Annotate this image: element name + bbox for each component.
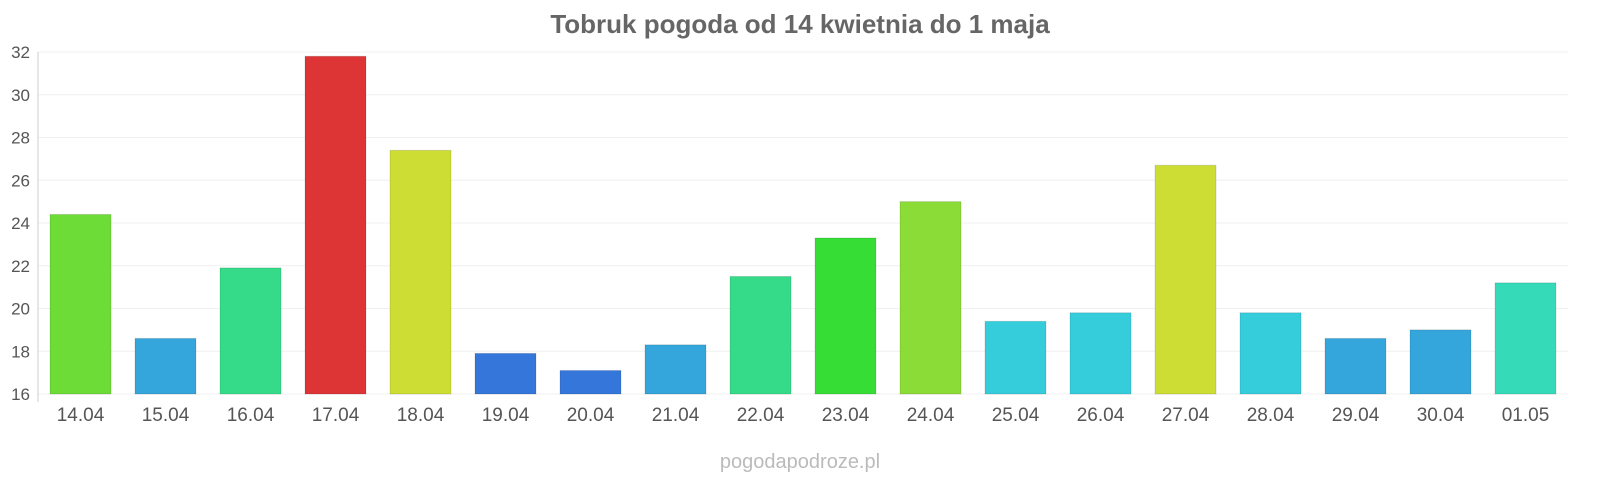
x-tick-label: 18.04 — [397, 405, 445, 426]
bar-16.04 — [219, 267, 282, 395]
bar-30.04 — [1409, 329, 1472, 395]
x-tick-label: 28.04 — [1247, 405, 1295, 426]
bar-25.04 — [984, 320, 1047, 395]
x-tick-label: 19.04 — [482, 405, 530, 426]
bars — [49, 55, 1557, 395]
bar-20.04 — [559, 369, 622, 395]
y-axis: 16 18 20 22 24 26 28 30 32 — [11, 43, 39, 404]
x-tick-label: 15.04 — [142, 405, 190, 426]
x-tick-label: 21.04 — [652, 405, 700, 426]
x-tick-label: 20.04 — [567, 405, 615, 426]
x-tick-label: 30.04 — [1417, 405, 1465, 426]
bar-15.04 — [134, 337, 197, 395]
bar-26.04 — [1069, 312, 1132, 395]
bar-21.04 — [644, 344, 707, 395]
x-tick-label: 29.04 — [1332, 405, 1380, 426]
y-tick-label: 20 — [11, 300, 30, 319]
y-tick-label: 18 — [11, 342, 30, 361]
grid-lines — [38, 51, 1568, 395]
y-tick-label: 24 — [11, 214, 30, 233]
x-tick-label: 16.04 — [227, 405, 275, 426]
bar-18.04 — [389, 149, 452, 395]
x-tick-label: 26.04 — [1077, 405, 1125, 426]
x-tick-label: 27.04 — [1162, 405, 1210, 426]
x-tick-label: 25.04 — [992, 405, 1040, 426]
bar-22.04 — [729, 275, 792, 395]
y-tick-label: 16 — [11, 385, 30, 404]
x-axis: 14.04 15.04 16.04 17.04 18.04 19.04 20.04 21.04… — [57, 405, 1550, 426]
bar-17.04 — [304, 55, 367, 395]
chart-title: Tobruk pogoda od 14 kwietnia do 1 maja — [550, 9, 1050, 39]
y-tick-label: 32 — [11, 43, 30, 62]
x-tick-label: 22.04 — [737, 405, 785, 426]
x-tick-label: 23.04 — [822, 405, 870, 426]
x-tick-label: 24.04 — [907, 405, 955, 426]
y-tick-label: 28 — [11, 129, 30, 148]
y-tick-label: 22 — [11, 257, 30, 276]
bar-01.05 — [1494, 282, 1557, 395]
x-tick-label: 01.05 — [1502, 405, 1550, 426]
site-credit: pogodapodroze.pl — [720, 451, 880, 473]
bar-29.04 — [1324, 337, 1387, 395]
x-tick-label: 17.04 — [312, 405, 360, 426]
bar-23.04 — [814, 237, 877, 395]
bar-28.04 — [1239, 312, 1302, 395]
y-tick-label: 26 — [11, 171, 30, 190]
bar-24.04 — [899, 201, 962, 395]
bar-19.04 — [474, 352, 537, 395]
y-tick-label: 30 — [11, 86, 30, 105]
bar-14.04 — [49, 213, 112, 395]
x-tick-label: 14.04 — [57, 405, 105, 426]
bar-27.04 — [1154, 164, 1217, 395]
